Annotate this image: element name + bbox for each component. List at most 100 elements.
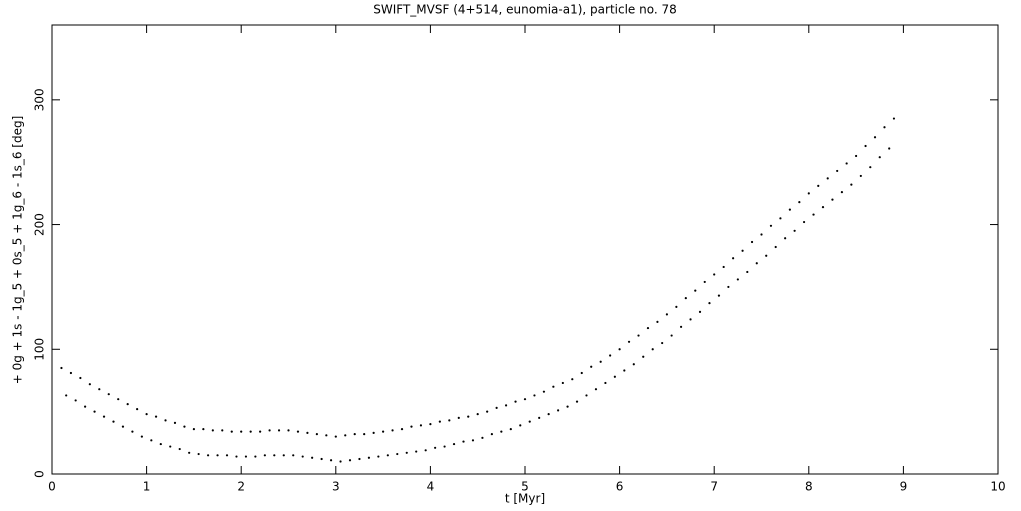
point [675, 305, 678, 308]
point [206, 454, 210, 457]
point [670, 334, 673, 337]
point [750, 240, 754, 244]
point [736, 278, 739, 281]
point [855, 154, 858, 158]
point [495, 406, 498, 409]
point [651, 348, 654, 351]
point [69, 371, 73, 375]
point [121, 425, 125, 428]
point [661, 341, 664, 345]
point [784, 237, 787, 240]
point [150, 439, 153, 442]
point [131, 430, 134, 433]
point [117, 398, 120, 401]
point [263, 454, 266, 457]
point [500, 430, 503, 433]
point [419, 424, 423, 427]
point [561, 381, 564, 385]
point [367, 456, 371, 459]
plot-frame [51, 24, 999, 475]
point [869, 166, 872, 169]
point [306, 431, 309, 434]
point [462, 440, 465, 443]
point [188, 451, 191, 454]
point [344, 434, 347, 437]
point [358, 457, 361, 461]
x-tick-label: 1 [143, 480, 151, 494]
point [836, 169, 839, 173]
point [646, 326, 650, 330]
point [533, 394, 536, 397]
point [424, 449, 427, 452]
x-tick-label: 8 [805, 480, 813, 494]
point [679, 325, 683, 328]
x-tick-label: 0 [48, 480, 56, 494]
point [594, 388, 598, 391]
chart-title: SWIFT_MVSF (4+514, eunomia-a1), particle… [373, 3, 677, 17]
point [235, 455, 238, 458]
point [774, 245, 777, 249]
point [244, 455, 248, 458]
point [746, 270, 749, 274]
point [254, 455, 257, 458]
point [173, 421, 177, 424]
x-tick-label: 2 [237, 480, 245, 494]
point [684, 297, 687, 300]
point [765, 254, 768, 257]
point [717, 294, 721, 297]
point [377, 455, 380, 458]
point [268, 429, 271, 432]
point [476, 413, 479, 416]
point [760, 233, 763, 236]
point [627, 340, 631, 343]
point [88, 383, 91, 386]
x-tick-label: 3 [332, 480, 340, 494]
point [93, 410, 96, 413]
point [154, 415, 158, 418]
point [339, 460, 342, 463]
point [883, 126, 886, 129]
point [126, 403, 129, 406]
point [202, 428, 205, 431]
point [637, 334, 640, 337]
point [580, 371, 583, 375]
point [221, 429, 224, 432]
point [802, 220, 806, 224]
point [467, 415, 470, 418]
point [769, 224, 773, 227]
point [817, 184, 820, 187]
point [486, 410, 489, 413]
point [259, 430, 262, 433]
point [145, 413, 148, 416]
point [585, 394, 588, 397]
point [159, 442, 162, 446]
point [443, 445, 446, 448]
point [65, 394, 68, 397]
point [618, 348, 621, 351]
point [396, 452, 399, 456]
point [788, 208, 791, 211]
point [240, 430, 243, 433]
point [391, 429, 394, 432]
x-axis-label: t [Myr] [505, 492, 545, 506]
point [386, 454, 389, 457]
point [727, 285, 730, 289]
point [102, 415, 106, 418]
point [273, 454, 276, 457]
point [590, 365, 593, 368]
point [98, 388, 101, 391]
point [665, 313, 669, 316]
point [623, 369, 626, 372]
point [599, 360, 602, 363]
point [452, 442, 456, 446]
point [732, 257, 735, 260]
x-tick-label: 5 [521, 480, 529, 494]
point [169, 445, 172, 448]
point [609, 354, 612, 357]
point [296, 430, 300, 433]
point [892, 117, 896, 120]
point [448, 419, 451, 422]
point [372, 431, 375, 434]
point [277, 429, 281, 432]
point [850, 183, 853, 186]
